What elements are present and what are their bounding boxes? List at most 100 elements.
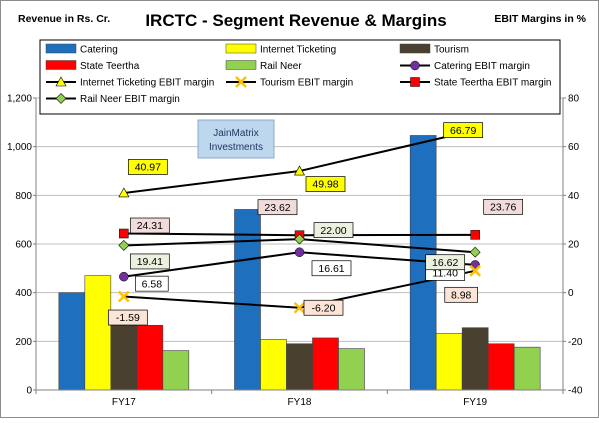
bar-state-teertha xyxy=(312,337,339,391)
marker-tourism-ebit-margin-stroke xyxy=(117,290,130,303)
bar-state-teertha xyxy=(487,343,515,391)
bar-rail-neer xyxy=(162,350,190,391)
legend-label: Internet Ticketing xyxy=(260,45,336,56)
legend-marker xyxy=(410,77,420,87)
marker-tourism-ebit-margin-stroke xyxy=(469,264,482,277)
data-label-state-teertha-ebit-margin: 23.76 xyxy=(490,202,516,214)
bar-internet-ticketing xyxy=(84,275,112,391)
right-tick-label: 20 xyxy=(568,240,580,251)
x-tick-label: FY19 xyxy=(463,397,487,408)
legend-marker xyxy=(410,60,420,71)
data-label-box-state-teertha-ebit-margin xyxy=(483,199,524,215)
axes: 0 200 400 600 800 1,000 1,200 -40 -20 0 20 40 60 80 FY… xyxy=(7,94,583,409)
bar-tourism xyxy=(286,343,313,391)
data-label-rail-neer-ebit-margin: 16.62 xyxy=(432,257,458,269)
legend-box xyxy=(39,39,561,115)
bar-tourism xyxy=(461,327,489,391)
data-label-box-catering-ebit-margin xyxy=(311,260,352,277)
watermark-line-1: JainMatrix xyxy=(213,128,259,139)
legend-label: Catering EBIT margin xyxy=(434,61,530,72)
legend-marker xyxy=(55,93,67,104)
data-label-catering-ebit-margin: 6.58 xyxy=(142,278,163,290)
data-label-box-internet-ticketing-ebit-margin xyxy=(305,176,346,192)
marker-tourism-ebit-margin xyxy=(117,290,130,303)
data-label-state-teertha-ebit-margin: 23.62 xyxy=(264,202,290,214)
marker-internet-ticketing-ebit-margin xyxy=(293,165,306,176)
chart-title: IRCTC - Segment Revenue & Margins xyxy=(145,11,446,30)
marker-rail-neer-ebit-margin xyxy=(294,233,305,245)
legend-item-rail-neer-ebit-margin: Rail Neer EBIT margin xyxy=(46,93,180,105)
data-label-box-rail-neer-ebit-margin xyxy=(313,222,354,238)
bar-internet-ticketing xyxy=(435,333,463,391)
legend-marker xyxy=(235,76,247,88)
x-tick-label: FY18 xyxy=(288,397,312,408)
legend-item-internet-ticketing-ebit-margin: Internet Ticketing EBIT margin xyxy=(46,76,214,89)
data-label-box-state-teertha-ebit-margin xyxy=(129,217,170,234)
legend-label: Rail Neer EBIT margin xyxy=(80,94,180,105)
left-tick-label: 0 xyxy=(26,386,32,397)
legend-item-catering: Catering xyxy=(45,43,118,56)
watermark-line-2: Investments xyxy=(209,142,263,153)
marker-catering-ebit-margin xyxy=(119,271,129,282)
marker-tourism-ebit-margin-stroke xyxy=(293,301,306,314)
legend-item-state-teertha: State Teertha xyxy=(45,60,140,72)
data-label-catering-ebit-margin: 11.40 xyxy=(432,268,458,280)
bar-state-teertha xyxy=(136,324,164,391)
data-label-box-tourism-ebit-margin xyxy=(444,286,478,303)
left-tick-label: 1,200 xyxy=(7,94,32,105)
legend-swatch xyxy=(399,43,431,54)
legend-item-tourism-ebit-margin: Tourism EBIT margin xyxy=(226,76,353,89)
data-label-box-internet-ticketing-ebit-margin xyxy=(443,122,484,138)
data-label-internet-ticketing-ebit-margin: 40.97 xyxy=(135,162,161,174)
right-tick-label: 80 xyxy=(568,94,580,105)
marker-tourism-ebit-margin xyxy=(293,301,306,314)
data-label-box-state-teertha-ebit-margin xyxy=(257,199,298,216)
marker-state-teertha-ebit-margin xyxy=(470,230,480,240)
right-tick-label: -20 xyxy=(568,337,583,348)
left-tick-label: 200 xyxy=(15,337,32,348)
legend-marker xyxy=(55,76,67,87)
data-label-state-teertha-ebit-margin: 24.31 xyxy=(137,220,163,232)
legend-marker-stroke xyxy=(235,76,247,88)
left-axis-title: Revenue in Rs. Cr. xyxy=(18,13,110,25)
legend-item-state-teertha-ebit-margin: State Teertha EBIT margin xyxy=(400,77,551,89)
left-tick-label: 600 xyxy=(15,240,32,251)
data-label-box-catering-ebit-margin xyxy=(135,275,169,292)
data-label-internet-ticketing-ebit-margin: 66.79 xyxy=(450,125,476,137)
data-label-box-rail-neer-ebit-margin xyxy=(425,254,466,271)
marker-catering-ebit-margin xyxy=(294,247,305,257)
legend-label: State Teertha EBIT margin xyxy=(434,78,551,89)
marker-tourism-ebit-margin xyxy=(469,264,482,277)
data-label-box-tourism-ebit-margin xyxy=(107,309,148,326)
legend-item-catering-ebit-margin: Catering EBIT margin xyxy=(400,60,530,72)
legend-label: Tourism EBIT margin xyxy=(260,78,353,89)
data-label-catering-ebit-margin: 16.61 xyxy=(318,263,344,275)
data-label-box-internet-ticketing-ebit-margin xyxy=(127,159,168,175)
bar-rail-neer xyxy=(338,348,365,391)
marker-state-teertha-ebit-margin xyxy=(119,228,129,239)
data-label-internet-ticketing-ebit-margin: 49.98 xyxy=(312,179,338,191)
x-tick-label: FY17 xyxy=(112,397,136,408)
bar-catering xyxy=(234,209,261,391)
right-axis-title: EBIT Margins in % xyxy=(494,13,586,25)
right-tick-label: 60 xyxy=(568,142,580,153)
marker-rail-neer-ebit-margin xyxy=(118,240,130,251)
legend-swatch xyxy=(225,43,257,54)
data-label-tourism-ebit-margin: -1.59 xyxy=(116,312,140,324)
legend-swatch xyxy=(45,43,77,54)
legend-label: Rail Neer xyxy=(260,61,302,72)
data-label-rail-neer-ebit-margin: 19.41 xyxy=(137,256,163,268)
bars xyxy=(58,135,541,391)
bar-internet-ticketing xyxy=(260,339,287,391)
legend-label: State Teertha xyxy=(80,61,140,72)
legend-label: Catering xyxy=(80,45,118,56)
data-label-tourism-ebit-margin: 8.98 xyxy=(451,290,472,302)
legend-swatch xyxy=(225,60,257,70)
legend: Catering Internet Ticketing Tourism State T… xyxy=(39,39,561,115)
legend-swatch xyxy=(45,60,77,70)
legend-item-rail-neer: Rail Neer xyxy=(225,60,302,72)
legend-label: Internet Ticketing EBIT margin xyxy=(80,78,214,89)
left-tick-label: 400 xyxy=(15,288,32,299)
left-tick-label: 1,000 xyxy=(7,142,32,153)
